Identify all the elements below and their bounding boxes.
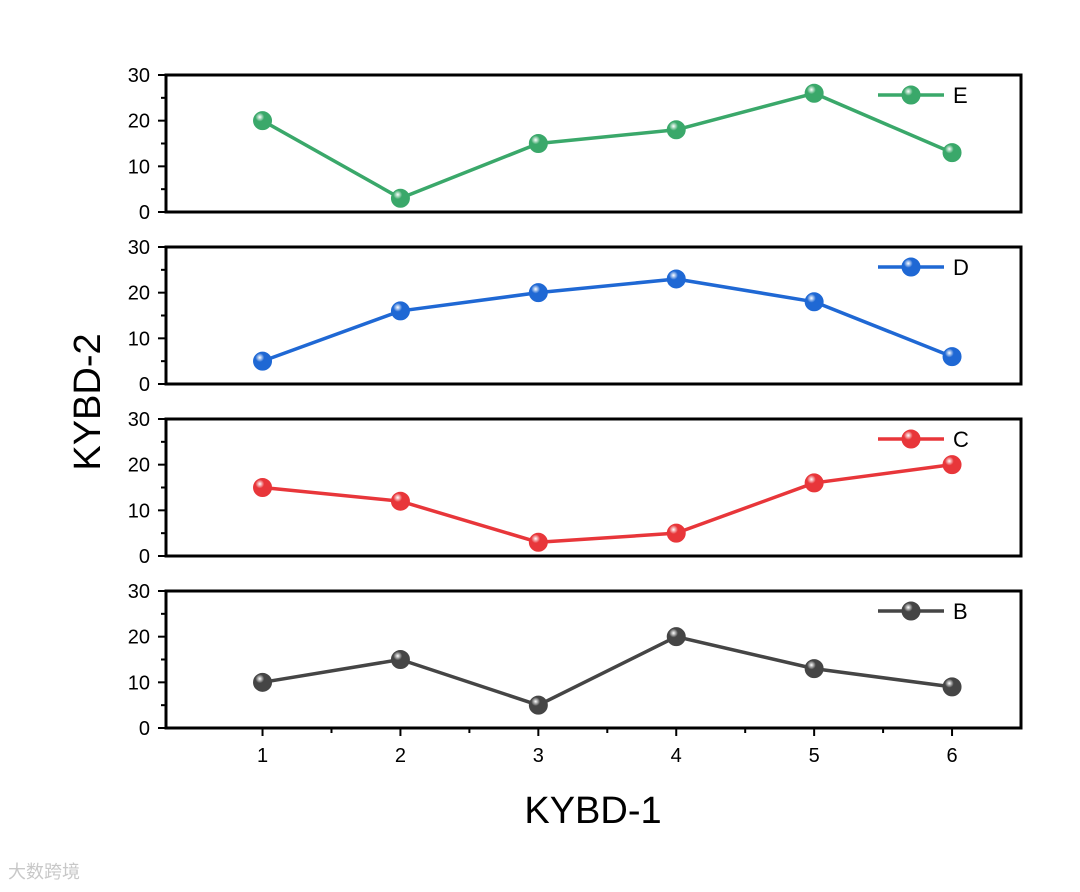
data-point-D: [390, 301, 410, 321]
data-point-C: [253, 478, 273, 497]
x-tick-label: 2: [395, 745, 406, 767]
y-tick-label: 0: [139, 374, 150, 396]
series-line-C: [262, 462, 953, 545]
data-point-B: [666, 627, 686, 647]
series-line-E: [261, 91, 953, 201]
data-point-D: [804, 292, 824, 312]
legend-label-B: B: [953, 599, 968, 624]
y-tick-label: 10: [128, 156, 150, 178]
data-point-C: [528, 532, 548, 552]
data-point-C: [942, 455, 962, 475]
data-point-D: [942, 347, 962, 367]
panel-D: 0 10 20 30 D: [128, 237, 1023, 396]
data-point-E: [390, 188, 410, 208]
y-tick-label: 30: [128, 237, 150, 259]
data-point-B: [804, 659, 824, 679]
y-tick-label: 30: [128, 409, 150, 431]
x-tick-label: 5: [809, 745, 820, 767]
x-tick-label: 6: [946, 745, 957, 767]
data-point-E: [666, 120, 686, 140]
data-point-E: [528, 134, 548, 153]
x-tick-label: 1: [257, 745, 268, 767]
legend-label-C: C: [953, 427, 969, 452]
data-point-C: [666, 523, 686, 543]
data-point-C: [390, 491, 410, 511]
legend-marker-B: [901, 601, 921, 621]
legend-marker-E: [901, 85, 921, 105]
y-tick-label: 20: [128, 627, 150, 649]
legend-marker-C: [901, 429, 921, 449]
y-tick-label: 10: [128, 328, 150, 350]
y-tick-label: 20: [128, 111, 150, 133]
y-tick-label: 20: [128, 455, 150, 477]
data-point-E: [942, 143, 962, 163]
series-line-D: [261, 277, 953, 363]
x-axis: 1 2 3 4 5 6: [257, 728, 958, 767]
data-point-C: [804, 473, 824, 493]
x-axis-title: KYBD-1: [524, 790, 661, 832]
y-tick-label: 0: [139, 202, 150, 224]
legend-label-D: D: [953, 255, 969, 280]
data-point-E: [804, 83, 824, 103]
data-point-D: [253, 351, 273, 371]
panel-E: 0 10 20 30 E: [128, 65, 1023, 224]
x-tick-label: 4: [671, 745, 682, 767]
y-tick-label: 20: [128, 283, 150, 305]
x-tick-label: 3: [533, 745, 544, 767]
data-point-E: [253, 111, 273, 131]
y-tick-label: 30: [128, 581, 150, 603]
chart-panels: 0 10 20 30 E 0 10 20 30 D 0 10 20 30 C 0 10 20 30 B: [128, 65, 1023, 740]
data-point-B: [253, 672, 273, 692]
data-point-B: [390, 650, 410, 669]
y-tick-label: 0: [139, 718, 150, 740]
legend-marker-D: [901, 257, 921, 277]
y-tick-label: 0: [139, 546, 150, 568]
data-point-D: [528, 283, 548, 303]
data-point-D: [666, 269, 686, 289]
y-axis-title: KYBD-2: [67, 333, 109, 470]
panel-C: 0 10 20 30 C: [128, 409, 1023, 568]
y-tick-label: 30: [128, 65, 150, 87]
data-point-B: [942, 677, 962, 697]
y-tick-label: 10: [128, 672, 150, 694]
y-tick-label: 10: [128, 500, 150, 522]
watermark-text: 大数跨境: [8, 862, 80, 883]
data-point-B: [528, 695, 548, 715]
legend-label-E: E: [953, 83, 968, 108]
panel-B: 0 10 20 30 B: [128, 581, 1023, 740]
series-line-B: [262, 634, 953, 707]
